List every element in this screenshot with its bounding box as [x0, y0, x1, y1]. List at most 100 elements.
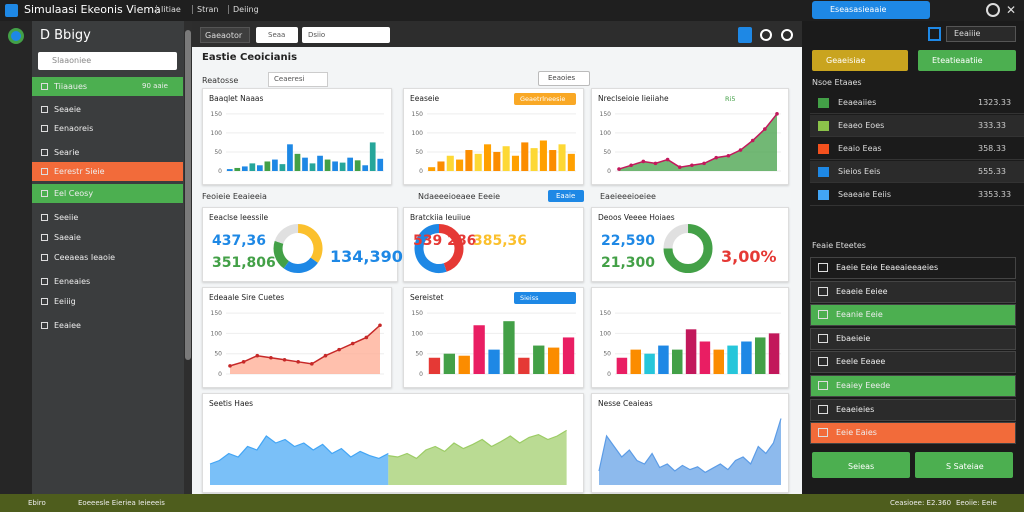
- bar: [309, 163, 316, 171]
- line-point: [241, 360, 246, 364]
- area-line: [598, 418, 782, 474]
- y-tick-label: 150: [211, 111, 223, 118]
- feed-row[interactable]: [810, 422, 1016, 445]
- action-button[interactable]: [915, 452, 1013, 478]
- search-box[interactable]: [38, 52, 177, 70]
- card-badge[interactable]: [514, 292, 576, 304]
- line-area: [619, 113, 777, 171]
- list-row[interactable]: [810, 92, 1024, 114]
- kpi-value: 3,00%: [721, 247, 777, 266]
- scrollbar-thumb[interactable]: [185, 30, 191, 360]
- menu-item[interactable]: Deiing: [228, 5, 259, 14]
- account-pill[interactable]: [812, 1, 930, 19]
- toolbar-dropdown[interactable]: [302, 27, 390, 43]
- feed-label: Eeanie Eeie: [836, 310, 883, 320]
- line-point: [364, 335, 369, 340]
- title-bar: [0, 0, 1024, 21]
- list-row[interactable]: [810, 184, 1024, 206]
- bar: [256, 165, 263, 171]
- line-point: [726, 153, 731, 158]
- sidebar-item[interactable]: [32, 184, 183, 203]
- item-value: 90 aaie: [142, 82, 168, 90]
- kpi-value: 437,36: [212, 233, 267, 249]
- item-label: Eeneaies: [54, 277, 91, 286]
- feed-row[interactable]: [810, 257, 1016, 279]
- bar: [339, 162, 346, 171]
- item-label: Seaeie: [54, 105, 81, 114]
- donut-segment: [297, 224, 323, 263]
- card-chart: 0 50 100 150: [600, 111, 781, 175]
- line-point: [665, 157, 670, 162]
- item-label: Eeiiig: [54, 297, 76, 306]
- toolbar-search[interactable]: [256, 27, 298, 43]
- list-icon: [818, 167, 829, 177]
- panel-dropdown-text: Eeaiiie: [954, 29, 981, 38]
- panel-button[interactable]: [812, 50, 908, 71]
- app-icon: [5, 4, 18, 17]
- feed-icon: [818, 404, 828, 414]
- action-button[interactable]: [812, 452, 910, 478]
- row-header: Feoieie Eeaieeia: [202, 192, 267, 201]
- panel-button[interactable]: [918, 50, 1016, 71]
- sidebar-item[interactable]: [32, 77, 183, 96]
- bar: [630, 349, 642, 374]
- card-badge-label: Geaetrlneesie: [520, 95, 566, 103]
- settings-icon[interactable]: [986, 3, 1000, 17]
- panel-dropdown[interactable]: [946, 26, 1016, 42]
- list-label: Eeaeo Eoes: [838, 121, 885, 130]
- feed-label: Ebaeieie: [836, 333, 871, 343]
- list-row[interactable]: [810, 161, 1024, 183]
- feed-row[interactable]: [810, 327, 1016, 350]
- y-tick-label: 100: [600, 330, 612, 337]
- line-point: [255, 353, 260, 358]
- section-button-label: Eeaoies: [548, 74, 576, 82]
- feed-row[interactable]: [810, 398, 1016, 421]
- item-label: Eerestr Sieie: [54, 167, 105, 176]
- card-chart: 0 50 100 150: [211, 111, 384, 175]
- bar: [727, 345, 738, 374]
- line-point: [738, 148, 743, 152]
- list-icon: [818, 98, 829, 108]
- card-chart: [598, 418, 782, 485]
- sidebar-item[interactable]: [32, 162, 183, 181]
- list-row[interactable]: [810, 138, 1024, 160]
- line-point: [641, 159, 646, 164]
- close-icon[interactable]: ✕: [1006, 3, 1017, 17]
- row-button[interactable]: [548, 190, 584, 202]
- item-label: Searie: [54, 148, 80, 157]
- toolbar-button[interactable]: [200, 27, 250, 43]
- y-tick-label: 100: [211, 130, 223, 137]
- account-name: Eseasasieaaie: [830, 5, 887, 14]
- feed-row[interactable]: [810, 304, 1016, 327]
- list-row[interactable]: [810, 115, 1024, 137]
- toolbar-icon[interactable]: [760, 29, 772, 41]
- sidebar: [32, 21, 184, 494]
- toolbar-icon[interactable]: [781, 29, 793, 41]
- line-point: [350, 341, 355, 346]
- filter-dropdown[interactable]: [268, 72, 328, 87]
- menu-item[interactable]: Iitiae: [156, 5, 181, 14]
- card-title: Eeaclse Ieessile: [209, 213, 269, 222]
- feed-row[interactable]: [810, 351, 1016, 374]
- feed-row[interactable]: [810, 280, 1016, 303]
- toolbar-icon[interactable]: [738, 27, 752, 43]
- card-badge[interactable]: [514, 93, 576, 105]
- menu-item[interactable]: Stran: [192, 5, 218, 14]
- rail-logo[interactable]: [8, 28, 24, 44]
- search-placeholder: Slaaoniee: [52, 56, 92, 65]
- toolbar-button-label: Gaeaotor: [205, 31, 243, 40]
- feed-row[interactable]: [810, 375, 1016, 397]
- item-icon: [41, 83, 48, 90]
- section-button[interactable]: [538, 71, 590, 86]
- card-title: Sereistet: [410, 293, 444, 302]
- item-label: Tiiaaues: [54, 82, 88, 91]
- bar: [741, 341, 752, 374]
- icon-rail: [0, 21, 32, 494]
- item-label: Eenaoreis: [54, 124, 94, 133]
- line-point: [269, 355, 273, 360]
- area: [599, 418, 781, 485]
- panel-icon[interactable]: [928, 27, 941, 41]
- status-bar: [0, 494, 1024, 512]
- bar: [644, 353, 655, 374]
